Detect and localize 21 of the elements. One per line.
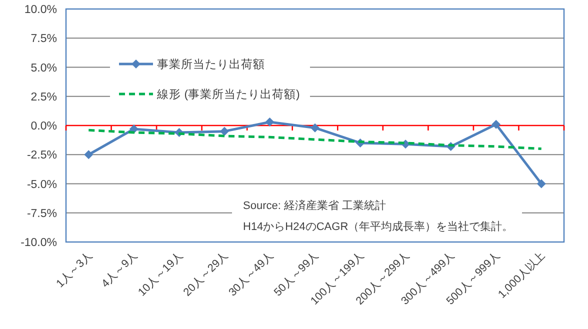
y-tick-label: 2.5% (30, 91, 57, 104)
point (310, 123, 320, 132)
point (492, 120, 501, 129)
legend-label: 線形 (事業所当たり出荷額) (156, 87, 300, 101)
y-tick-label: -5.0% (26, 178, 57, 191)
legend-label: 事業所当たり出荷額 (157, 57, 265, 71)
y-tick-label: -2.5% (26, 150, 57, 162)
y-tick-label: -10.0% (20, 237, 57, 249)
y-tick-label: -7.5% (26, 208, 57, 220)
y-tick-label: 10.0% (24, 4, 57, 16)
y-tick-label: 7.5% (30, 33, 57, 46)
x-tick-label: 1人～3人 (54, 250, 95, 290)
x-tick-label: 4人～9人 (100, 250, 140, 290)
point (220, 126, 229, 136)
y-tick-label: 5.0% (30, 62, 57, 74)
y-tick-label: 0.0% (30, 120, 57, 132)
point (265, 118, 274, 127)
annotation: H14からH24のCAGR（年平均成長率）を当社で集計。 (243, 220, 514, 233)
point (536, 179, 546, 188)
annotation: Source: 経済産業省 工業統計 (243, 199, 386, 212)
point (84, 150, 94, 160)
